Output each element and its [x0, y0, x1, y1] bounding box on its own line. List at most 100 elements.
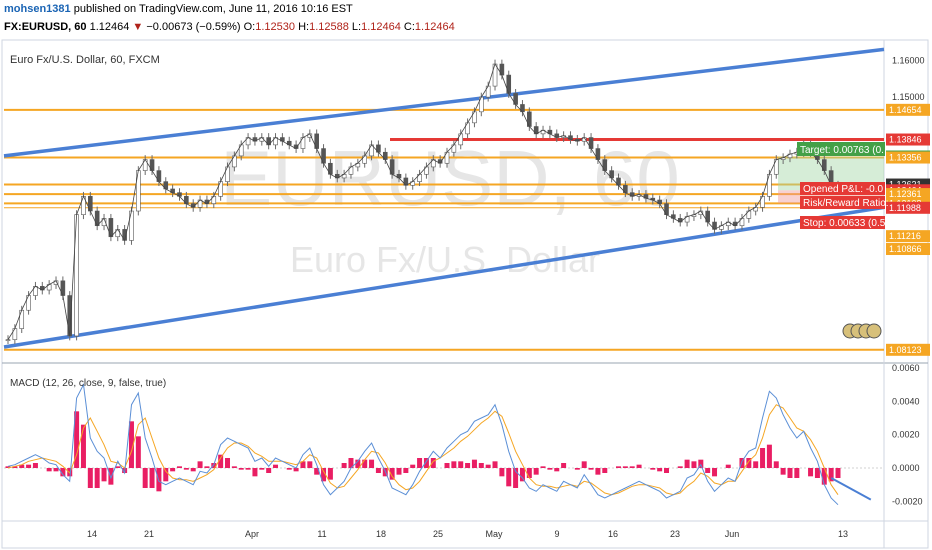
macd-histogram-bar	[794, 468, 800, 478]
time-axis[interactable]: 14 21 Apr 11 18 25 May 9 16 23 Jun 13	[87, 529, 848, 539]
trendlines	[3, 47, 885, 349]
macd-histogram-bar	[94, 468, 100, 488]
time-tick-label: 13	[838, 529, 848, 539]
macd-divergence-line	[830, 477, 872, 501]
macd-histogram-bar	[163, 468, 169, 482]
low-value: 1.12464	[361, 21, 401, 33]
price-badge	[886, 188, 930, 201]
events-icons[interactable]	[842, 323, 882, 339]
macd-tick-label: 0.0000	[892, 463, 920, 473]
price-line	[7, 63, 839, 340]
macd-histogram-bar	[746, 458, 752, 468]
price-badge	[886, 103, 930, 116]
macd-histogram-bar	[12, 466, 18, 468]
macd-histogram-bar	[561, 463, 567, 468]
time-tick-label: 9	[554, 529, 559, 539]
macd-histogram-bar	[513, 468, 519, 488]
macd-histogram-bar	[108, 468, 114, 485]
price-badge	[886, 201, 930, 214]
macd-histogram-bar	[341, 463, 347, 468]
macd-histogram-bar	[176, 466, 182, 468]
macd-histogram-bar	[46, 468, 52, 472]
macd-histogram-bar	[492, 461, 498, 468]
price-series	[5, 59, 841, 345]
macd-histogram-bar	[519, 468, 525, 482]
down-arrow-icon: ▼	[132, 21, 144, 33]
time-tick-label: Apr	[245, 529, 259, 539]
watermark: EURUSD, 60 Euro Fx/U.S. Dollar	[220, 134, 679, 280]
macd-tick-label: 0.0040	[892, 396, 920, 406]
symbol-line: FX:EURUSD, 60 1.12464 ▼ −0.00673 (−0.59%…	[4, 21, 455, 33]
macd-histogram-bar	[828, 468, 834, 482]
price-axis[interactable]: 1.146541.138461.133841.133561.126211.124…	[886, 55, 930, 506]
macd-histogram-bar	[369, 459, 375, 468]
chart-header: mohsen1381 published on TradingView.com,…	[0, 0, 932, 40]
macd-histogram-bar	[190, 468, 196, 472]
macd-histogram-bar	[581, 461, 587, 468]
macd-histogram-bar	[273, 464, 279, 468]
opened-pl-label: Opened P&L: -0.0	[803, 184, 883, 195]
chart-frame	[1, 39, 929, 549]
macd-tick-label: 0.0020	[892, 430, 920, 440]
high-value: 1.12588	[309, 21, 349, 33]
time-tick-label: 23	[670, 529, 680, 539]
time-tick-label: 18	[376, 529, 386, 539]
macd-histogram-bar	[554, 468, 560, 472]
macd-histogram-bar	[26, 464, 32, 468]
price-badge-label: 1.11988	[889, 203, 921, 213]
event-icon[interactable]	[866, 323, 882, 339]
macd-histogram-bar	[760, 448, 766, 468]
macd-histogram-bar	[362, 459, 368, 468]
macd-histogram-bar	[430, 458, 436, 468]
trendline-lower	[3, 205, 885, 349]
time-tick-label: Jun	[725, 529, 740, 539]
time-tick-label: 11	[317, 529, 326, 539]
macd-histogram-bar	[451, 461, 457, 468]
macd-histogram-bar	[423, 458, 429, 468]
last-price: 1.12464	[89, 21, 130, 33]
macd-histogram-bar	[53, 468, 59, 472]
macd-histogram-bar	[183, 468, 189, 470]
risk-reward-bg	[800, 196, 885, 209]
macd-histogram-bar	[574, 468, 580, 470]
macd-histogram-bar	[87, 468, 93, 488]
macd-histogram-bar	[410, 464, 416, 468]
macd-histogram-bar	[348, 458, 354, 468]
macd-histogram-bar	[314, 468, 320, 475]
macd-histogram-bar	[478, 463, 484, 468]
price-tick-label: 1.15000	[892, 92, 925, 102]
macd-histogram-bar	[622, 466, 628, 468]
macd-histogram-bar	[629, 466, 635, 468]
price-badge	[886, 151, 930, 164]
macd-pane	[4, 383, 884, 506]
macd-histogram-bar	[355, 459, 361, 468]
macd-histogram-bar	[636, 464, 642, 468]
target-label: Target: 0.00763 (0.	[800, 145, 884, 156]
price-badge-label: 1.12361	[889, 189, 922, 199]
macd-histogram-bar	[142, 468, 148, 488]
macd-histogram-bar	[293, 468, 299, 472]
macd-histogram-bar	[808, 468, 814, 477]
macd-histogram-bar	[101, 468, 107, 482]
trendline-upper	[3, 47, 885, 158]
author-link[interactable]: mohsen1381	[4, 3, 71, 15]
macd-tick-label: -0.0020	[892, 496, 923, 506]
price-badge	[886, 230, 930, 243]
macd-histogram-bar	[321, 468, 327, 482]
time-tick-label: May	[485, 529, 503, 539]
macd-histogram-bar	[753, 461, 759, 468]
macd-histogram-bar	[547, 468, 553, 470]
publish-text: published on TradingView.com, June 11, 2…	[73, 3, 353, 15]
macd-histogram-bar	[245, 468, 251, 470]
macd-histogram-bar	[465, 463, 471, 468]
macd-histogram-bar	[471, 459, 477, 468]
macd-histogram-bar	[766, 444, 772, 468]
macd-histogram-bar	[128, 421, 134, 468]
stop-label: Stop: 0.00633 (0.5	[803, 218, 886, 229]
macd-histogram-bar	[677, 466, 683, 468]
price-badge-label: 1.08123	[889, 345, 922, 355]
macd-histogram-bar	[238, 468, 244, 470]
macd-histogram-bar	[60, 468, 66, 477]
macd-histogram-bar	[615, 466, 621, 468]
